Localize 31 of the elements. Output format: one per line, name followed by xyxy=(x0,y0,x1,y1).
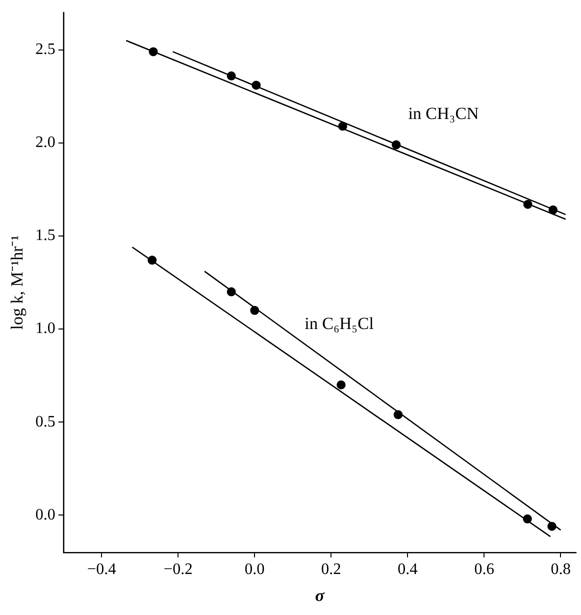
y-tick-label: 1.5 xyxy=(35,227,56,244)
point xyxy=(226,71,236,80)
y-tick-label: 1.0 xyxy=(35,320,56,338)
y-tick-label: 2.5 xyxy=(35,41,56,58)
point xyxy=(522,514,532,524)
x-axis-title: σ xyxy=(315,586,326,606)
x-tick-label: 0.8 xyxy=(550,561,571,578)
point xyxy=(336,380,346,390)
point xyxy=(394,410,403,420)
point xyxy=(252,80,261,90)
point xyxy=(148,47,158,56)
point xyxy=(547,522,556,531)
point xyxy=(226,287,236,296)
y-tick-label: 2.0 xyxy=(35,134,56,152)
point xyxy=(523,200,532,209)
x-tick-label: −0.4 xyxy=(87,561,116,578)
point xyxy=(392,140,401,150)
y-axis-title: log k, M⁻¹hr⁻¹ xyxy=(8,235,27,330)
y-tick-label: 0.0 xyxy=(35,506,56,524)
x-tick-label: 0.2 xyxy=(321,561,342,578)
text: in C₆H₅Cl xyxy=(304,314,374,333)
x-tick-label: −0.2 xyxy=(164,561,193,578)
point xyxy=(338,122,348,131)
x-tick-label: 0.4 xyxy=(398,561,418,578)
x-tick-label: 0.0 xyxy=(244,561,265,578)
y-tick-label: 0.5 xyxy=(35,413,56,430)
point xyxy=(548,205,558,214)
point xyxy=(148,256,157,265)
point xyxy=(250,306,260,315)
x-tick-label: 0.6 xyxy=(474,561,494,578)
series-label: in CH₃CN xyxy=(408,104,479,124)
